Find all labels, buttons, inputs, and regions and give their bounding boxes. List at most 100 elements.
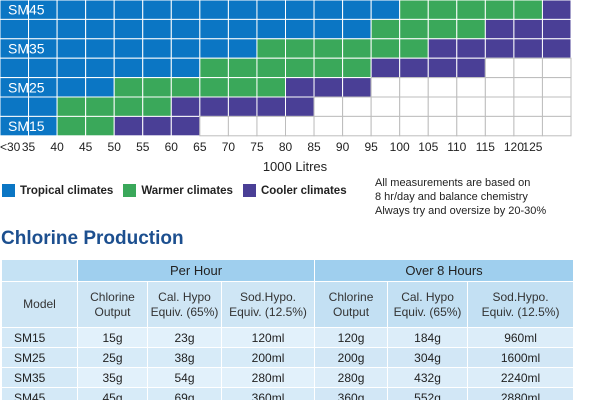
grid-cell — [285, 57, 315, 79]
grid-cell — [256, 18, 287, 40]
grid-cell — [370, 38, 401, 59]
grid-cell — [484, 115, 515, 137]
grid-cell — [285, 96, 315, 117]
grid-cell — [541, 77, 572, 98]
grid-cell — [427, 0, 458, 20]
grid-cell — [227, 96, 258, 117]
grid-cell — [370, 77, 401, 98]
x-tick-label: 65 — [193, 140, 207, 154]
cell-value: 1600ml — [467, 347, 575, 368]
grid-cell — [56, 18, 87, 40]
column-header-cal-hypo: Cal. Hypo Equiv. (65%) — [147, 281, 222, 328]
grid-cell — [85, 18, 115, 40]
x-tick-label: 90 — [336, 140, 350, 154]
grid-cell — [199, 77, 229, 98]
legend-label-tropical: Tropical climates — [20, 184, 114, 197]
grid-cell — [142, 96, 172, 117]
cell-value: 360g — [314, 387, 389, 400]
grid-cell — [227, 77, 258, 98]
table-row: SM45 45g 69g 360ml 360g 552g 2880ml — [1, 387, 575, 400]
header-text: Chlorine — [328, 289, 374, 304]
grid-cell — [199, 96, 229, 117]
grid-cell — [456, 57, 486, 79]
cell-value: 38g — [147, 347, 222, 368]
cell-value: 25g — [77, 347, 148, 368]
legend-swatch-cooler — [242, 184, 256, 197]
table-row: SM35 35g 54g 280ml 280g 432g 2240ml — [1, 367, 575, 388]
grid-cell — [513, 96, 543, 117]
grid-cell — [227, 0, 258, 20]
grid-cell — [56, 96, 87, 117]
x-tick-label: 105 — [418, 140, 438, 154]
cell-value: 15g — [77, 327, 148, 348]
grid-cell — [427, 115, 458, 137]
cell-value: 432g — [387, 367, 469, 388]
grid-cell — [484, 18, 515, 40]
grid-cell — [427, 18, 458, 40]
grid-cell — [285, 115, 315, 137]
grid-cell — [113, 0, 144, 20]
grid-cell — [370, 96, 401, 117]
cell-value: 120g — [314, 327, 389, 348]
grid-cell — [399, 115, 429, 137]
grid-cell — [541, 57, 572, 79]
cell-model: SM45 — [1, 387, 78, 400]
header-text: Equiv. (12.5%) — [481, 304, 560, 319]
grid-cell — [427, 57, 458, 79]
legend-item-tropical: Tropical climates — [2, 184, 113, 197]
x-tick-label: 70 — [222, 140, 236, 154]
grid-cell — [313, 96, 344, 117]
legend-swatch-warmer — [123, 184, 137, 197]
grid-row — [0, 115, 572, 137]
grid-cell — [456, 18, 486, 40]
grid-cell — [399, 96, 429, 117]
grid-cell — [285, 77, 315, 98]
grid-cell — [513, 0, 543, 20]
grid-cell — [285, 38, 315, 59]
cell-model: SM15 — [1, 327, 78, 348]
cell-value: 280g — [314, 367, 389, 388]
cell-value: 304g — [387, 347, 469, 368]
row-label-sm25: SM25 — [8, 79, 45, 95]
legend-label-warmer: Warmer climates — [141, 184, 233, 197]
grid-cell — [170, 96, 201, 117]
x-tick-label: <30 — [0, 140, 21, 154]
grid-cell — [28, 18, 58, 40]
grid-cell — [541, 0, 572, 20]
grid-cell — [199, 115, 229, 137]
grid-cell — [256, 77, 287, 98]
x-tick-label: 35 — [22, 140, 36, 154]
grid-cell — [513, 57, 543, 79]
x-tick-label: 115 — [476, 140, 495, 154]
x-tick-label: 40 — [50, 140, 64, 154]
grid-cell — [113, 57, 144, 79]
header-text: Equiv. (65%) — [150, 304, 219, 319]
grid-cell — [313, 38, 344, 59]
grid-row — [0, 57, 572, 79]
grid-cell — [342, 57, 372, 79]
cell-value: 960ml — [467, 327, 575, 348]
grid-cell — [0, 96, 30, 117]
grid-cell — [256, 57, 287, 79]
grid-cell — [142, 18, 172, 40]
grid-cell — [170, 77, 201, 98]
grid-cell — [227, 18, 258, 40]
grid-cell — [342, 0, 372, 20]
cell-value: 2240ml — [467, 367, 575, 388]
grid-cell — [541, 96, 572, 117]
group-header-per-hour: Per Hour — [76, 259, 316, 282]
header-text: Output — [333, 304, 370, 319]
x-tick-label: 60 — [165, 140, 179, 154]
grid-cell — [399, 77, 429, 98]
grid-cell — [85, 96, 115, 117]
x-tick-label: 120 — [504, 140, 524, 154]
grid-cell — [541, 18, 572, 40]
grid-cell — [56, 77, 87, 98]
header-text: Chlorine — [90, 289, 135, 304]
grid-cell — [370, 0, 401, 20]
column-header-chlorine-output-8h: Chlorine Output — [314, 281, 389, 328]
header-text: Equiv. (12.5%) — [229, 304, 307, 319]
grid-cell — [313, 115, 344, 137]
grid-cell — [142, 38, 172, 59]
measurement-notes: All measurements are based on 8 hr/day a… — [375, 176, 546, 218]
